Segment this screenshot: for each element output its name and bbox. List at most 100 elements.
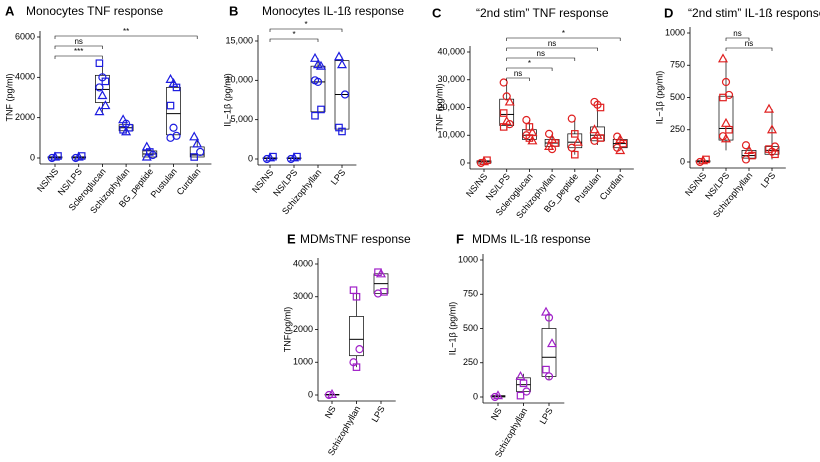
point — [516, 391, 525, 400]
point — [544, 372, 554, 381]
point — [172, 83, 181, 92]
y-tick-label: 2000 — [293, 324, 313, 334]
point — [192, 138, 203, 148]
y-tick-label: 0 — [30, 152, 35, 162]
panel-title: MDMs IL-1ß response — [472, 232, 591, 246]
panel-title: “2nd stim” TNF response — [476, 6, 609, 20]
point — [326, 388, 338, 398]
significance-label: ns — [733, 29, 741, 38]
y-tick-label: 1000 — [665, 27, 685, 37]
point — [515, 371, 526, 381]
y-tick-label: 2000 — [15, 112, 35, 122]
point — [262, 154, 272, 164]
point — [570, 150, 579, 159]
significance-bracket — [506, 77, 530, 81]
panel-title: Monocytes TNF response — [26, 4, 163, 18]
point — [499, 78, 508, 87]
point — [196, 147, 205, 157]
significance-bracket — [54, 45, 103, 49]
point — [338, 127, 346, 136]
point — [763, 103, 775, 113]
point — [697, 155, 709, 165]
x-tick-label: LPS — [538, 406, 555, 426]
point — [741, 141, 751, 150]
point — [333, 51, 345, 61]
point — [492, 390, 504, 400]
point — [596, 103, 605, 112]
point — [97, 90, 108, 100]
point — [54, 152, 62, 160]
y-tick-label: 6000 — [15, 31, 35, 41]
point — [525, 123, 534, 131]
point — [695, 157, 705, 167]
point — [766, 124, 778, 134]
significance-bracket — [506, 37, 621, 41]
point — [121, 126, 132, 136]
y-tick-label: 500 — [463, 323, 478, 333]
y-tick-label: 750 — [463, 289, 478, 299]
point — [490, 392, 500, 402]
y-axis-label: TNF(pg/ml) — [282, 307, 292, 353]
significance-bracket — [269, 28, 343, 32]
point — [724, 90, 734, 100]
y-tick-label: 0 — [473, 391, 478, 401]
y-tick-label: 0 — [460, 157, 465, 167]
point — [264, 152, 276, 162]
significance-bracket — [506, 57, 576, 61]
y-tick-label: 750 — [670, 60, 685, 70]
significance-bracket — [506, 47, 598, 51]
significance-bracket — [269, 38, 319, 42]
significance-label: ns — [74, 37, 82, 46]
point — [619, 139, 628, 148]
point — [771, 150, 779, 159]
point — [499, 109, 508, 117]
point — [504, 96, 515, 106]
point — [721, 77, 731, 87]
point — [165, 73, 176, 83]
x-tick-label: LPS — [759, 170, 778, 189]
y-axis-label: IL−1β (pg/ml) — [222, 73, 232, 126]
point — [73, 151, 84, 161]
significance-label: ns — [745, 39, 753, 48]
y-tick-label: 10,000 — [225, 75, 253, 85]
x-tick-label: Curdlan — [175, 166, 203, 197]
point — [293, 152, 301, 161]
significance-label: *** — [74, 47, 83, 56]
y-axis-label: IL−1β (pg/ml) — [654, 71, 664, 124]
y-tick-label: 0 — [248, 153, 253, 163]
significance-label: * — [292, 30, 295, 39]
point — [189, 131, 200, 141]
point — [352, 363, 361, 371]
point — [269, 152, 277, 161]
y-tick-label: 10,000 — [437, 130, 465, 140]
point — [478, 156, 490, 166]
point — [519, 379, 528, 388]
point — [720, 133, 732, 143]
point — [190, 153, 199, 161]
point — [483, 156, 491, 165]
point — [527, 135, 538, 145]
point — [725, 125, 733, 134]
x-tick-label: LPS — [370, 404, 387, 424]
point — [47, 153, 57, 163]
point — [101, 77, 110, 86]
panel-letter: D — [664, 5, 673, 20]
point — [375, 268, 387, 278]
panel-title: MDMsTNF response — [300, 232, 411, 246]
point — [95, 59, 104, 68]
y-axis-label: TNF (pg/ml) — [434, 84, 444, 132]
point — [286, 154, 296, 164]
significance-bracket — [506, 67, 553, 71]
significance-label: * — [528, 59, 531, 68]
point — [141, 151, 152, 161]
point — [77, 152, 86, 160]
y-tick-label: 0 — [308, 389, 313, 399]
point — [551, 139, 559, 147]
y-tick-label: 5,000 — [230, 114, 253, 124]
y-tick-label: 250 — [463, 357, 478, 367]
point — [717, 53, 729, 63]
point — [702, 155, 710, 164]
point — [94, 106, 105, 116]
point — [572, 136, 583, 146]
